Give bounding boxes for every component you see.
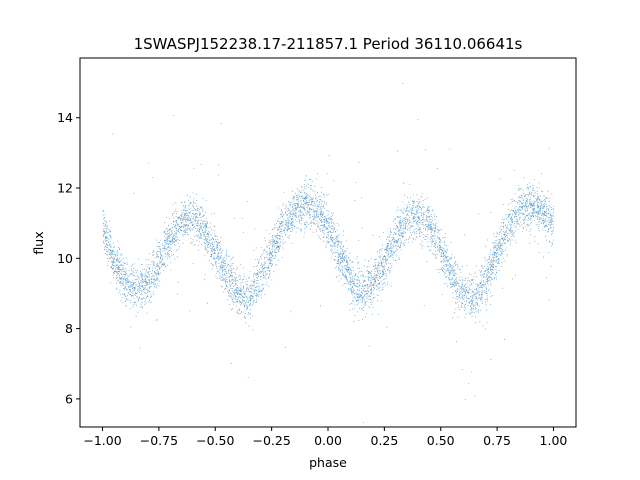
y-tick-label: 8: [65, 321, 73, 336]
x-tick-label: −0.50: [196, 433, 234, 448]
y-axis-label: flux: [31, 231, 46, 254]
chart-title: 1SWASPJ152238.17-211857.1 Period 36110.0…: [134, 35, 523, 53]
x-tick-label: −0.75: [140, 433, 178, 448]
x-tick-label: 0.75: [483, 433, 511, 448]
y-tick-label: 10: [57, 251, 73, 266]
x-axis-ticks: −1.00 −0.75 −0.50 −0.25 0.00 0.25 0.50 0.75 1.00: [83, 427, 567, 448]
y-tick-label: 6: [65, 391, 73, 406]
x-tick-label: −1.00: [83, 433, 121, 448]
y-tick-label: 14: [57, 110, 73, 125]
x-tick-label: −0.25: [252, 433, 290, 448]
x-tick-label: 0.00: [314, 433, 342, 448]
x-axis-label: phase: [309, 455, 347, 470]
y-tick-label: 12: [57, 181, 73, 196]
x-tick-label: 0.25: [370, 433, 398, 448]
y-axis-ticks: 6 8 10 12 14: [57, 110, 80, 406]
x-tick-label: 0.50: [427, 433, 455, 448]
x-tick-label: 1.00: [540, 433, 568, 448]
